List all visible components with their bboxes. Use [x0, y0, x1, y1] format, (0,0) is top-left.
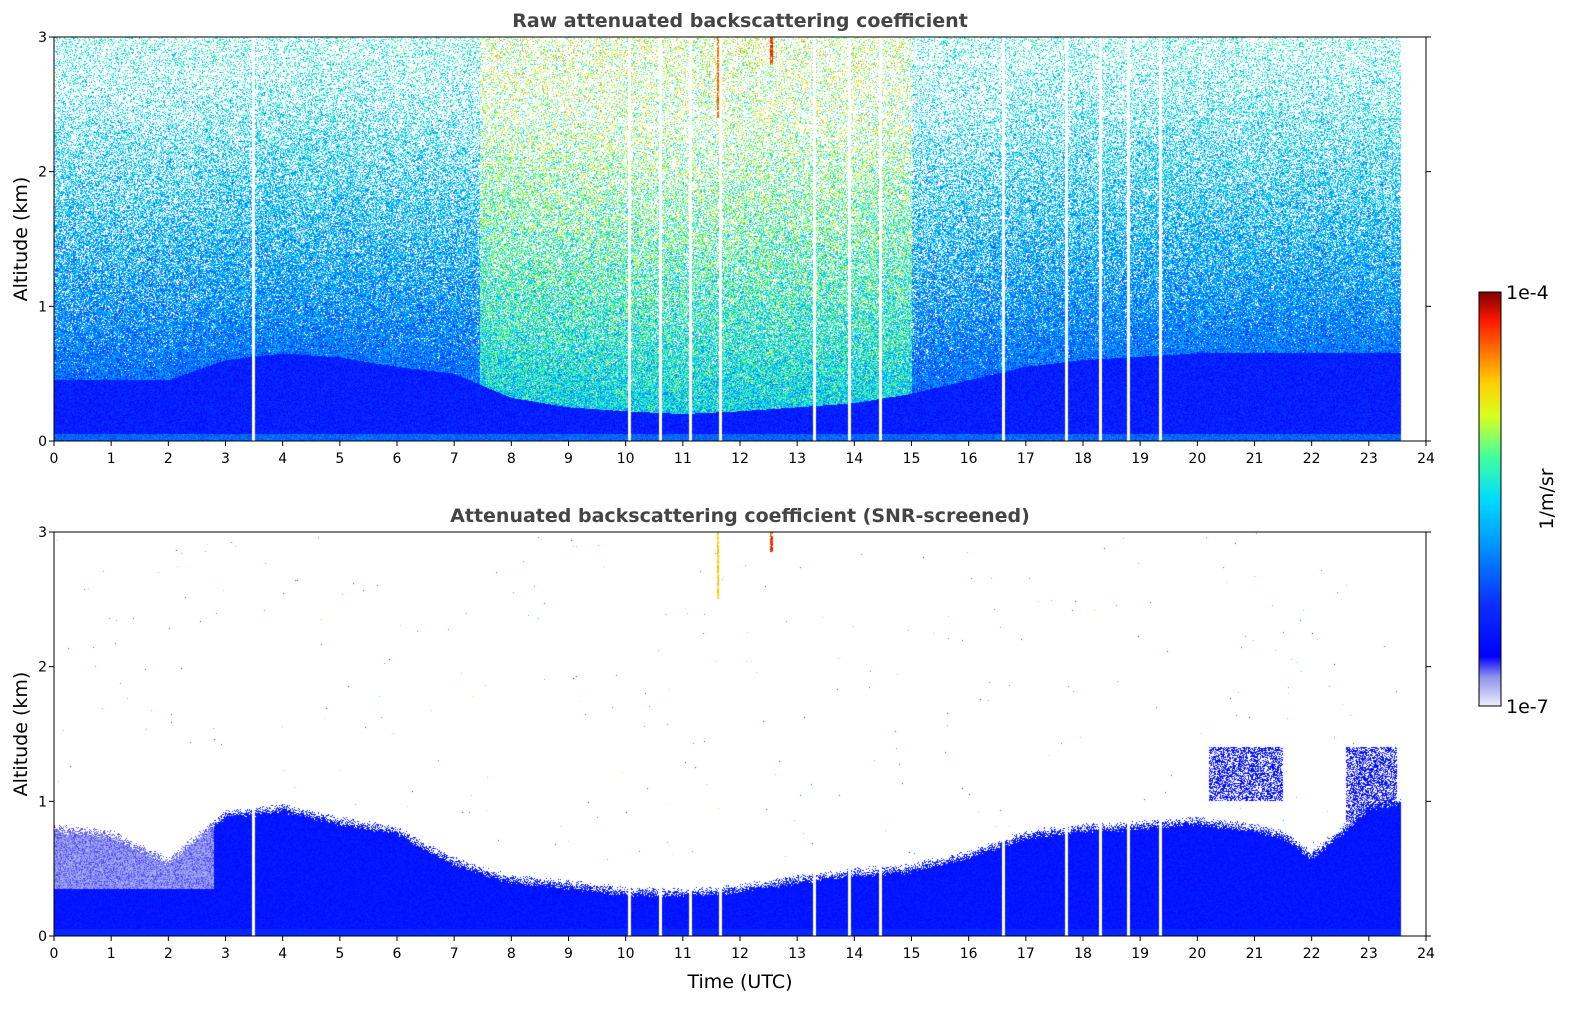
x-tick-label: 13	[788, 451, 806, 467]
y-tick-label: 2	[38, 660, 47, 676]
x-tick-label: 19	[1131, 451, 1149, 467]
x-tick-label: 16	[960, 946, 978, 962]
y-axis-label: Altitude (km)	[10, 177, 32, 302]
x-tick-label: 13	[788, 946, 806, 962]
x-tick-label: 9	[564, 451, 573, 467]
x-tick-label: 23	[1360, 451, 1378, 467]
x-tick-label: 6	[393, 451, 402, 467]
x-tick-label: 12	[731, 946, 749, 962]
x-tick-label: 23	[1360, 946, 1378, 962]
x-tick-label: 4	[278, 451, 287, 467]
x-tick-label: 3	[221, 946, 230, 962]
x-tick-label: 15	[903, 946, 921, 962]
x-tick-label: 2	[164, 946, 173, 962]
x-tick-label: 22	[1303, 451, 1321, 467]
colorbar-gradient	[1478, 291, 1502, 707]
colorbar-label: 1/m/sr	[1536, 468, 1558, 529]
x-tick-label: 5	[335, 451, 344, 467]
x-tick-label: 15	[903, 451, 921, 467]
x-tick-label: 16	[960, 451, 978, 467]
x-tick-label: 24	[1417, 451, 1435, 467]
x-tick-label: 17	[1017, 946, 1035, 962]
x-tick-label: 4	[278, 946, 287, 962]
x-tick-label: 0	[50, 451, 59, 467]
x-tick-label: 8	[507, 451, 516, 467]
x-tick-label: 6	[393, 946, 402, 962]
x-tick-label: 22	[1303, 946, 1321, 962]
x-tick-label: 21	[1246, 946, 1264, 962]
x-tick-label: 1	[107, 946, 116, 962]
x-tick-label: 7	[450, 946, 459, 962]
x-tick-label: 20	[1188, 946, 1206, 962]
y-tick-label: 1	[38, 299, 47, 315]
y-tick-label: 3	[38, 525, 47, 541]
screened-backscatter-heatmap	[54, 532, 1426, 936]
y-tick-label: 3	[38, 30, 47, 46]
x-tick-label: 7	[450, 451, 459, 467]
x-tick-label: 1	[107, 451, 116, 467]
y-tick-label: 1	[38, 794, 47, 810]
x-tick-label: 19	[1131, 946, 1149, 962]
axis-ticks: 0 1 2 3 4 5 6 7 8 9 10 11 12 13 14 15 16 17 18 19 20 21 22 23 24…	[38, 30, 1435, 467]
x-tick-label: 21	[1246, 451, 1264, 467]
chart-title: Raw attenuated backscattering coefficien…	[512, 10, 968, 32]
axis-ticks: 0 1 2 3 4 5 6 7 8 9 10 11 12 13 14 15 16 17 18 19 20 21 22 23 24…	[38, 525, 1435, 962]
x-tick-label: 2	[164, 451, 173, 467]
x-tick-label: 20	[1188, 451, 1206, 467]
raw-backscatter-heatmap	[54, 37, 1426, 441]
screened-backscatter-panel: Attenuated backscattering coefficient (S…	[10, 505, 1435, 993]
x-tick-label: 11	[674, 451, 692, 467]
raw-backscatter-panel: Raw attenuated backscattering coefficien…	[10, 10, 1435, 467]
x-tick-label: 14	[845, 451, 863, 467]
colorbar: 1e-4 1e-7 1/m/sr	[1478, 282, 1558, 718]
x-tick-label: 11	[674, 946, 692, 962]
x-tick-label: 10	[617, 946, 635, 962]
y-tick-label: 0	[38, 434, 47, 450]
y-tick-label: 0	[38, 929, 47, 945]
x-tick-label: 12	[731, 451, 749, 467]
chart-title: Attenuated backscattering coefficient (S…	[450, 505, 1030, 527]
x-tick-label: 14	[845, 946, 863, 962]
x-axis-label: Time (UTC)	[686, 971, 792, 993]
y-axis-label: Altitude (km)	[10, 672, 32, 797]
x-tick-label: 9	[564, 946, 573, 962]
y-tick-label: 2	[38, 165, 47, 181]
x-tick-label: 17	[1017, 451, 1035, 467]
x-tick-label: 18	[1074, 451, 1092, 467]
colorbar-min-label: 1e-7	[1506, 696, 1549, 718]
x-tick-label: 18	[1074, 946, 1092, 962]
colorbar-max-label: 1e-4	[1506, 282, 1549, 304]
x-tick-label: 0	[50, 946, 59, 962]
x-tick-label: 3	[221, 451, 230, 467]
x-tick-label: 10	[617, 451, 635, 467]
x-tick-label: 8	[507, 946, 516, 962]
x-tick-label: 24	[1417, 946, 1435, 962]
x-tick-label: 5	[335, 946, 344, 962]
